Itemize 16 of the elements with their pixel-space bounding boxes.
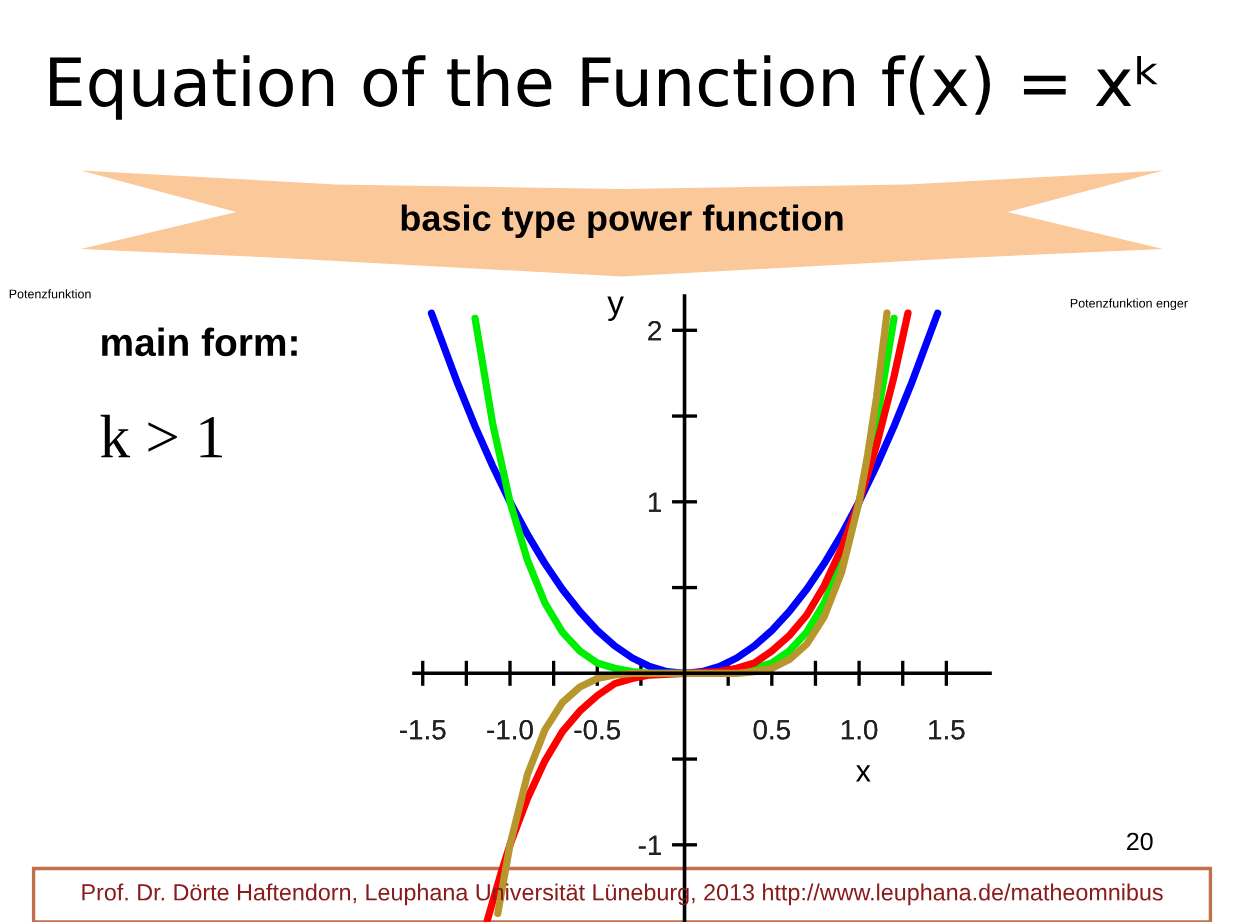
- x-tick-label: 1.0: [841, 719, 878, 740]
- x-tick-label: 0.5: [753, 719, 790, 740]
- x-tick-label: 1.5: [929, 720, 965, 740]
- text: k > 1: [100, 414, 222, 458]
- x-axis-title: x: [855, 765, 871, 782]
- x-tick-label: -0.5: [574, 719, 621, 740]
- y-tick-label: 2: [648, 320, 661, 341]
- x-tick-label: -1.0: [487, 719, 533, 740]
- chart-subtitle: basic type power function: [401, 204, 843, 239]
- x-tick-label: -1.5: [400, 720, 446, 740]
- chart-title: Equation of the Function f(x) = xᵏ: [50, 55, 1158, 120]
- text: main form:: [102, 327, 297, 357]
- text: 20: [1127, 832, 1153, 851]
- y-tick-label: 1: [648, 492, 661, 512]
- y-tick-label: -1: [638, 835, 661, 855]
- y-axis-title: y: [607, 296, 624, 322]
